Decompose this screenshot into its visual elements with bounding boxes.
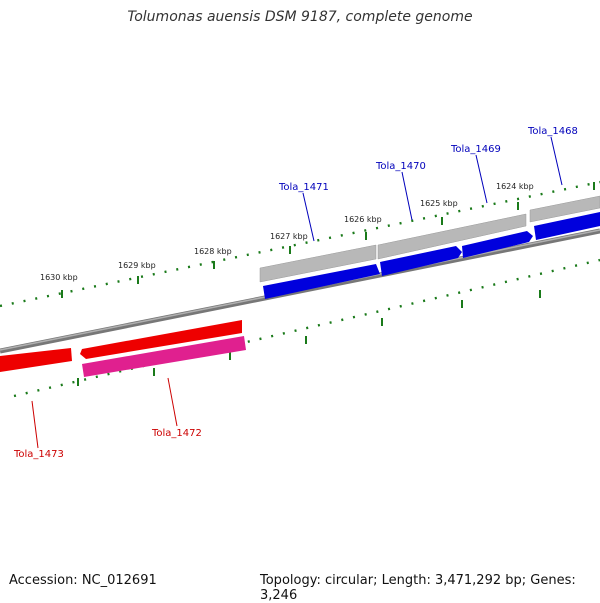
feature-grey-3 [529,195,600,223]
leader-tola-1471 [302,192,315,242]
accession-text: Accession: NC_012691 [9,573,157,588]
cds-tola-1468[interactable] [534,212,600,240]
label-tola-1469: Tola_1469 [450,144,501,155]
inner-tick-ring [13,258,600,398]
cds-tola-1470[interactable] [380,246,462,276]
map-title: Tolumonas auensis DSM 9187, complete gen… [127,9,473,25]
cds-tola-1469[interactable] [462,231,533,258]
leader-tola-1470 [401,171,413,221]
tick-label-1624: 1624 kbp [496,182,534,191]
cds-red-upper[interactable] [80,320,242,359]
leader-tola-1469 [475,154,488,204]
cds-tola-1473[interactable] [0,348,72,372]
tick-label-1628: 1628 kbp [194,247,232,256]
tick-label-1629: 1629 kbp [118,261,156,270]
tick-label-1627: 1627 kbp [270,232,308,241]
feature-grey-1 [259,244,377,283]
leader-tola-1468 [550,136,563,186]
tick-label-1630: 1630 kbp [40,273,78,282]
label-tola-1468: Tola_1468 [527,126,578,137]
tick-label-1626: 1626 kbp [344,215,382,224]
label-tola-1473: Tola_1473 [13,449,64,460]
leader-tola-1472 [167,377,178,427]
label-tola-1471: Tola_1471 [278,182,329,193]
label-tola-1472: Tola_1472 [151,428,202,439]
genome-summary: Topology: circular; Length: 3,471,292 bp… [260,573,576,603]
leader-tola-1473 [31,400,39,449]
major-ticks [61,182,595,298]
label-tola-1470: Tola_1470 [375,161,426,172]
major-ticks-inner [77,290,541,386]
tick-label-1625: 1625 kbp [420,199,458,208]
feature-grey-2 [377,213,527,260]
cds-tola-1471[interactable] [263,264,380,299]
feature-tola-1472[interactable] [82,336,246,377]
